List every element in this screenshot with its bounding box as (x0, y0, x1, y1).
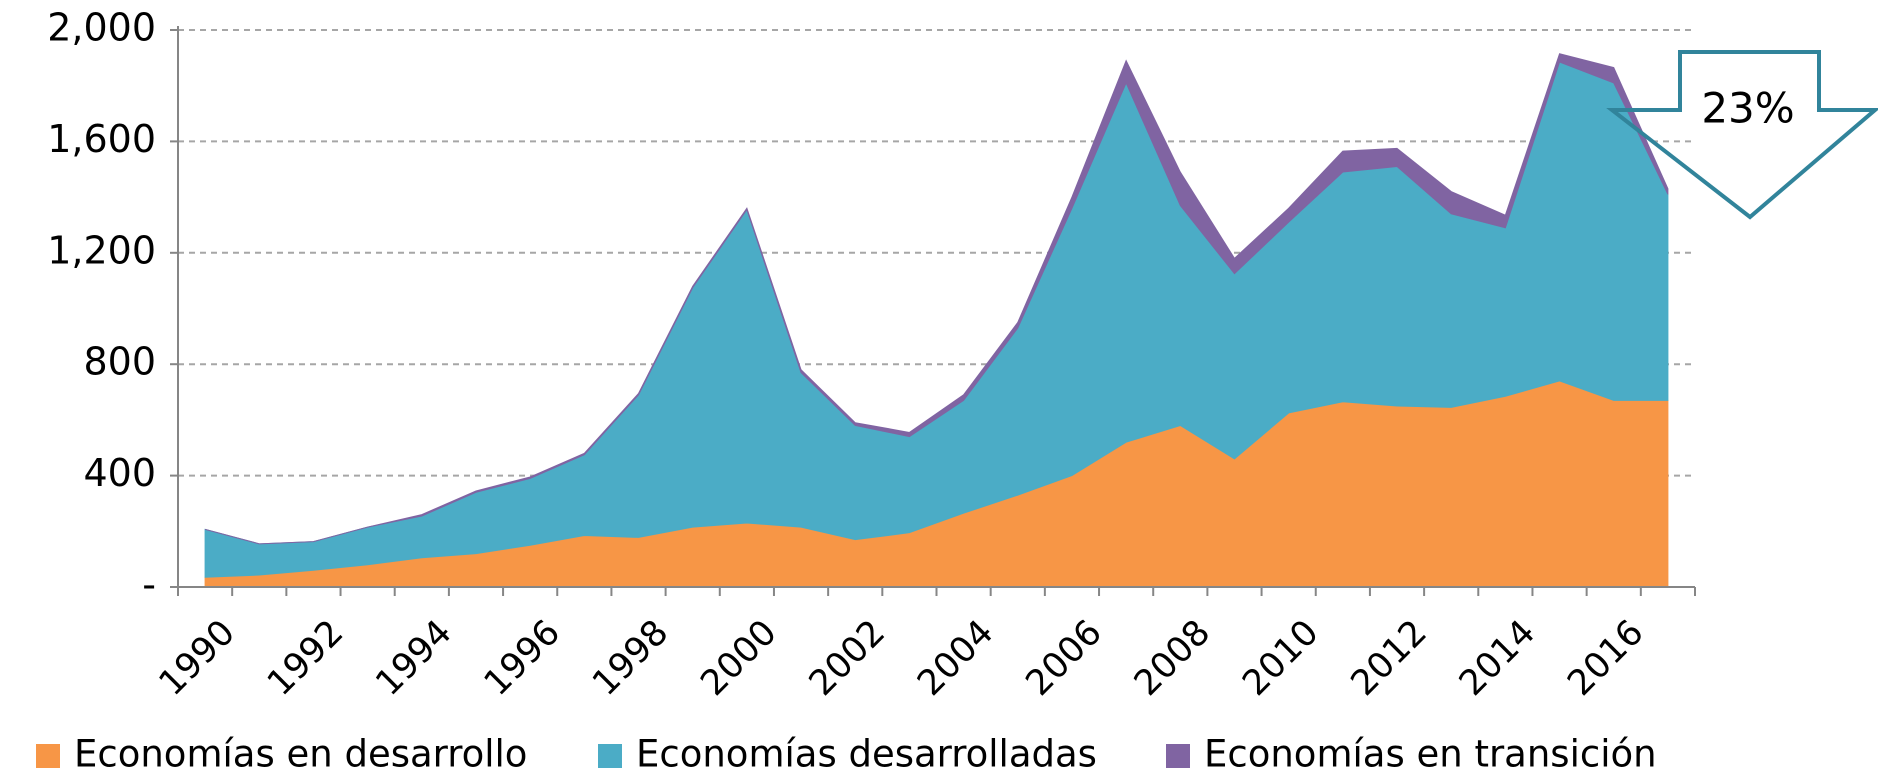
x-tick-label: 2010 (1235, 613, 1326, 704)
legend-swatch (598, 744, 622, 768)
y-tick-label: - (142, 563, 156, 607)
x-tick-label: 2014 (1452, 613, 1543, 704)
legend-swatch (1166, 744, 1190, 768)
legend-label: Economías en transición (1204, 733, 1657, 775)
legend-swatch (36, 744, 60, 768)
y-tick-label: 800 (83, 340, 156, 384)
x-tick-label: 1994 (368, 613, 459, 704)
legend: Economías en desarrollo Economías desarro… (36, 733, 1657, 776)
y-tick-label: 400 (83, 451, 156, 495)
x-tick-label: 2012 (1344, 613, 1435, 704)
legend-label: Economías en desarrollo (74, 733, 527, 775)
plot-area (178, 29, 1695, 588)
legend-label: Economías desarrolladas (636, 733, 1097, 775)
y-tick-label: 1,600 (47, 117, 156, 161)
x-tick-label: 1990 (152, 613, 243, 704)
x-tick-label: 2006 (1019, 613, 1110, 704)
area (204, 53, 1669, 545)
x-tick-label: 2008 (1127, 613, 1218, 704)
annotation: 23% (1701, 84, 1794, 133)
x-tick-label: 2016 (1560, 613, 1651, 704)
down-arrow (1606, 50, 1878, 220)
y-tick-label: 1,200 (47, 228, 156, 272)
x-tick-label: 2000 (694, 613, 785, 704)
x-tick-label: 2004 (910, 613, 1001, 704)
x-tick-label: 1996 (477, 613, 568, 704)
y-tick-label: 2,000 (47, 6, 156, 50)
x-tick-label: 2002 (802, 613, 893, 704)
x-tick-label: 1998 (585, 613, 676, 704)
x-tick-label: 1992 (260, 613, 351, 704)
